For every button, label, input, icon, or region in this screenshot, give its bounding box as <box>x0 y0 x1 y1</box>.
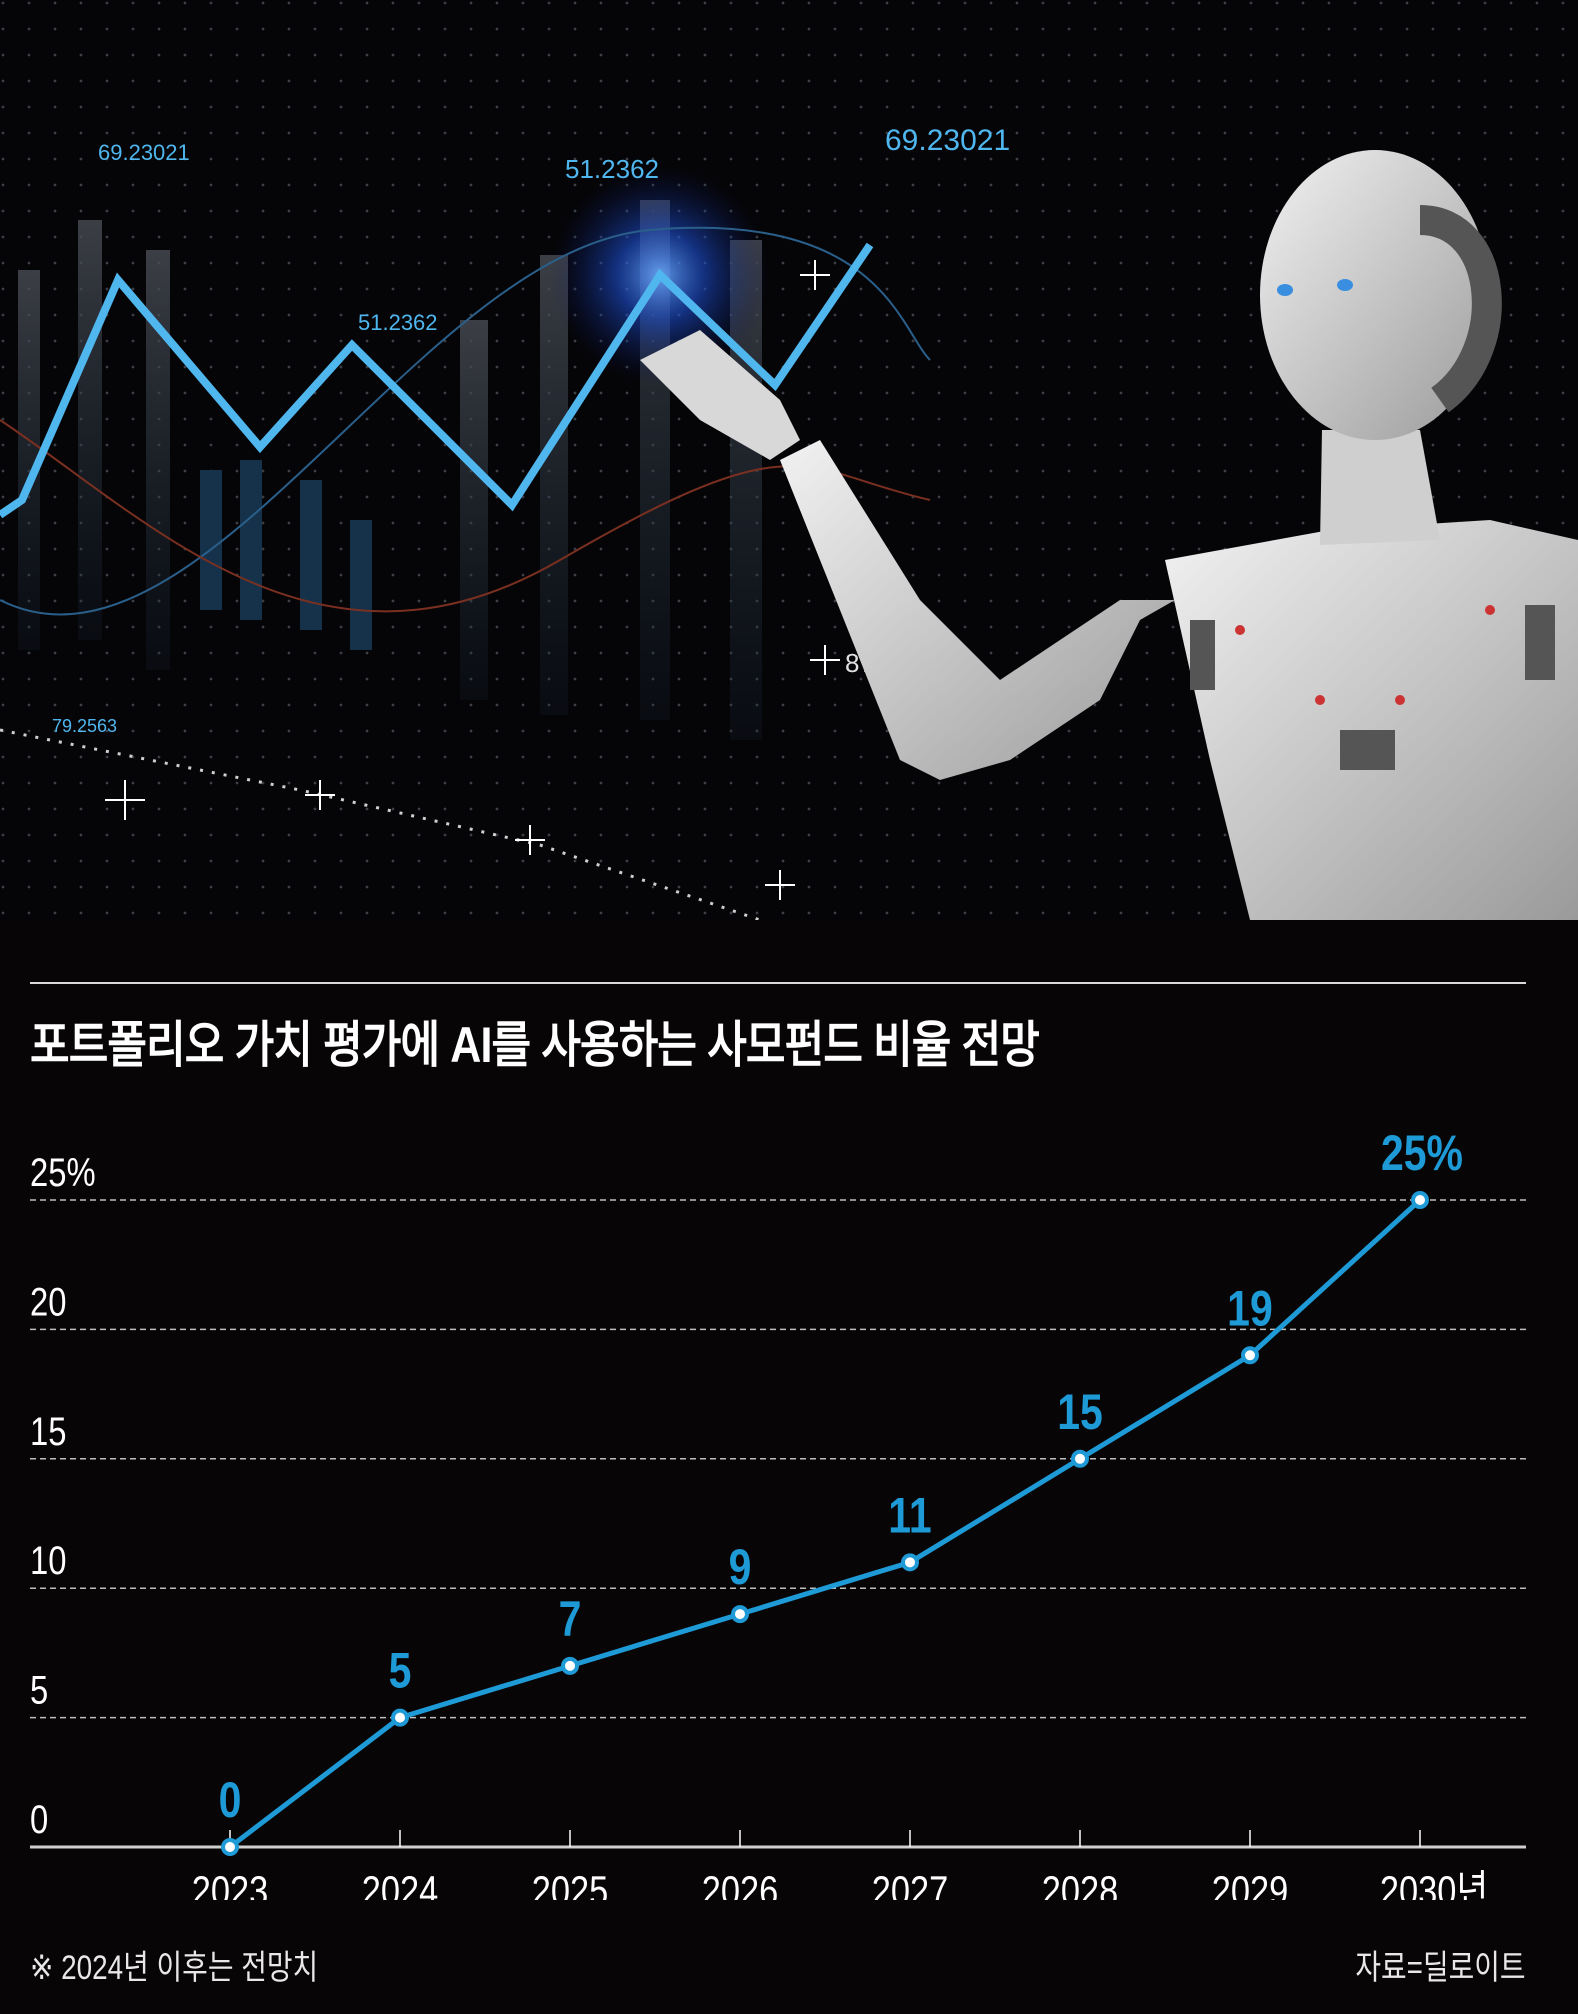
data-point <box>901 1553 919 1572</box>
data-point <box>731 1605 749 1624</box>
data-label: 0 <box>219 1772 242 1828</box>
hero-annotation: 69.23021 <box>885 124 1010 157</box>
x-tick-label: 2030년 <box>1380 1868 1488 1900</box>
hero-robot-illustration: 69.23021 51.2362 51.2362 69.23021 87.210… <box>0 0 1578 920</box>
title-divider <box>30 982 1526 984</box>
y-tick-label: 25% <box>30 1150 96 1195</box>
hero-annotation: 51.2362 <box>358 310 438 335</box>
line-chart: 0 5 10 15 20 25% 2023 2024 2025 2026 2027 2028 2029 2… <box>30 1125 1526 1900</box>
crosshair-marks <box>105 260 840 900</box>
hero-annotation: 79.2563 <box>52 716 117 736</box>
data-label: 9 <box>729 1539 752 1595</box>
hero-annotation: 69.23021 <box>98 140 190 165</box>
x-tick-label: 2025 <box>532 1868 609 1900</box>
data-point <box>391 1708 409 1727</box>
y-tick-label: 20 <box>30 1279 66 1324</box>
data-point <box>561 1656 579 1675</box>
data-label: 25% <box>1381 1125 1463 1181</box>
x-tick-label: 2024 <box>362 1868 439 1900</box>
x-tick-label: 2026 <box>702 1868 779 1900</box>
hero-annotation: 51.2362 <box>565 154 659 184</box>
y-tick-label: 0 <box>30 1797 48 1842</box>
data-label: 5 <box>389 1643 412 1699</box>
data-point <box>1241 1346 1259 1365</box>
chart-title: 포트폴리오 가치 평가에 AI를 사용하는 사모펀드 비율 전망 <box>30 1017 1040 1073</box>
data-label: 15 <box>1057 1384 1103 1440</box>
robot <box>640 150 1578 920</box>
data-label: 19 <box>1227 1280 1273 1336</box>
data-point <box>1411 1191 1429 1209</box>
x-tick-label: 2023 <box>192 1868 269 1900</box>
source-label: 자료=딜로이트 <box>1355 1949 1526 1987</box>
y-tick-label: 10 <box>30 1538 66 1583</box>
data-label: 7 <box>559 1591 582 1647</box>
data-point <box>1071 1449 1089 1468</box>
y-tick-label: 15 <box>30 1409 66 1454</box>
x-tick-label: 2028 <box>1042 1868 1119 1900</box>
x-tick-label: 2027 <box>872 1868 949 1900</box>
y-tick-label: 5 <box>30 1668 48 1713</box>
data-label: 11 <box>888 1487 931 1543</box>
footnote-projection: ※ 2024년 이후는 전망치 <box>30 1949 319 1987</box>
series-line <box>228 1198 1422 1849</box>
x-tick-label: 2029 <box>1212 1868 1289 1900</box>
data-point <box>221 1838 239 1856</box>
hero-trend-line <box>0 242 874 519</box>
